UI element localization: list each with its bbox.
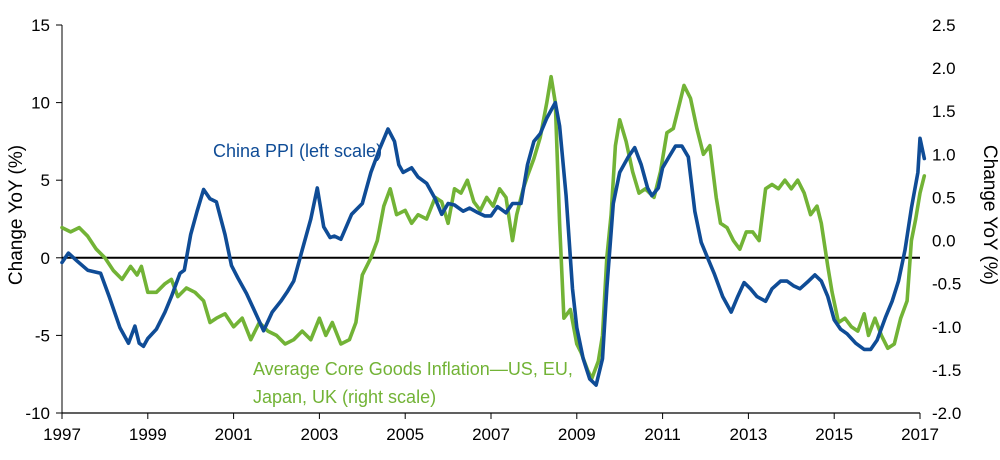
right-tick-label: 2.0 xyxy=(932,59,956,78)
left-tick-label: 5 xyxy=(41,171,50,190)
x-tick-label: 2013 xyxy=(729,425,767,444)
right-tick-label: 1.5 xyxy=(932,102,956,121)
x-tick-label: 2007 xyxy=(472,425,510,444)
x-tick-label: 2003 xyxy=(300,425,338,444)
china-ppi-line xyxy=(60,100,927,387)
core-goods-annotation-line1: Average Core Goods Inflation—US, EU, xyxy=(253,359,573,379)
x-axis-ticks: 1997 1999 2001 2003 2005 2007 2009 2011 2013 2015… xyxy=(43,413,939,444)
left-tick-label: 0 xyxy=(41,249,50,268)
right-tick-label: 0.0 xyxy=(932,232,956,251)
x-tick-label: 2005 xyxy=(386,425,424,444)
right-axis-ticks: 2.5 2.0 1.5 1.0 0.5 0.0 -0.5 -1.0 -1.5 -2.0 xyxy=(932,16,961,423)
right-tick-label: -1.5 xyxy=(932,361,961,380)
x-tick-label: 2011 xyxy=(644,425,681,444)
x-tick-label: 1999 xyxy=(129,425,167,444)
left-tick-label: -10 xyxy=(25,404,50,423)
core-goods-inflation-line xyxy=(60,74,927,381)
x-tick-label: 1997 xyxy=(43,425,81,444)
x-tick-label: 2009 xyxy=(558,425,596,444)
right-tick-label: -1.0 xyxy=(932,318,961,337)
right-tick-label: -0.5 xyxy=(932,275,961,294)
x-tick-label: 2015 xyxy=(815,425,853,444)
right-tick-label: 2.5 xyxy=(932,16,956,35)
right-tick-label: -2.0 xyxy=(932,404,961,423)
china-ppi-annotation: China PPI (left scale) xyxy=(213,141,382,161)
core-goods-annotation-line2: Japan, UK (right scale) xyxy=(253,387,436,407)
left-tick-label: 15 xyxy=(31,16,50,35)
left-tick-label: -5 xyxy=(35,326,50,345)
y-axis-left-title: Change YoY (%) xyxy=(6,145,27,285)
right-tick-label: 0.5 xyxy=(932,188,956,207)
x-tick-label: 2001 xyxy=(215,425,253,444)
left-axis-ticks: 15 10 5 0 -5 -10 xyxy=(25,16,62,423)
series-layer xyxy=(60,74,927,387)
x-tick-label: 2017 xyxy=(901,425,939,444)
left-tick-label: 10 xyxy=(31,94,50,113)
y-axis-right-title: Change YoY (%) xyxy=(979,145,1000,285)
right-tick-label: 1.0 xyxy=(932,145,956,164)
